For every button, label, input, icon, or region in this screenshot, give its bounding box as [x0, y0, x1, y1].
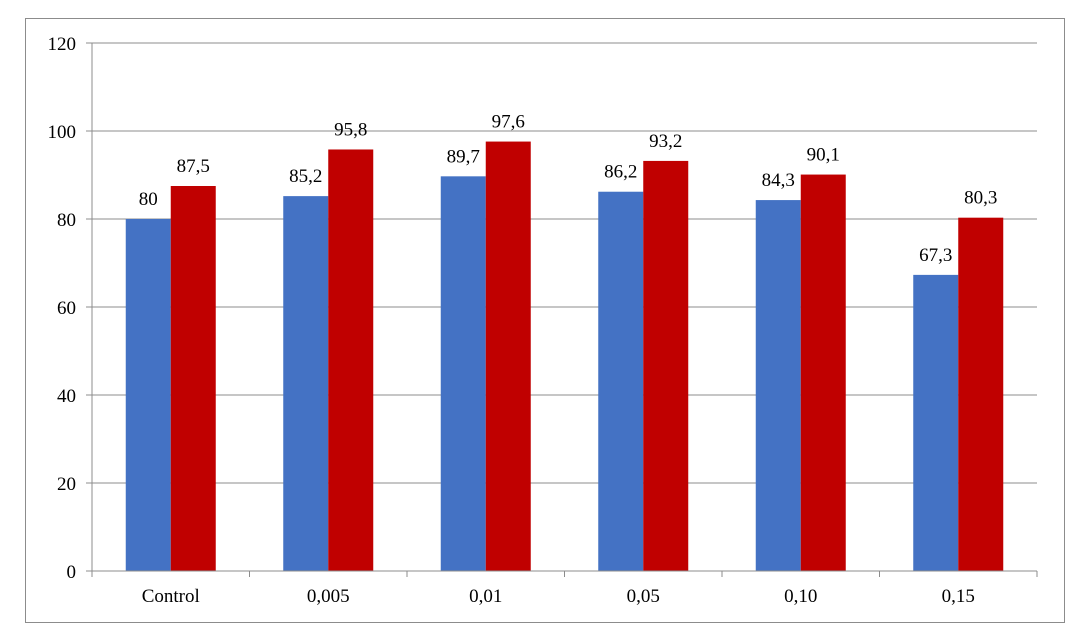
- bar: [170, 186, 216, 571]
- bar: [328, 149, 374, 572]
- data-label: 80,3: [964, 188, 997, 209]
- bar: [598, 191, 644, 571]
- x-tick-label: 0,15: [942, 586, 975, 607]
- bar: [913, 274, 959, 571]
- data-label: 67,3: [919, 245, 952, 266]
- data-label: 87,5: [177, 156, 210, 177]
- data-label: 95,8: [334, 119, 367, 140]
- x-tick-label: 0,05: [627, 586, 660, 607]
- bar: [800, 174, 846, 571]
- data-label: 89,7: [447, 146, 480, 167]
- data-label: 90,1: [807, 145, 840, 166]
- y-tick-label: 60: [57, 298, 76, 319]
- bar: [755, 200, 801, 571]
- data-label: 84,3: [762, 170, 795, 191]
- x-tick-label: 0,005: [307, 586, 350, 607]
- bars: [125, 141, 1004, 572]
- bar: [485, 141, 531, 571]
- labels: 0 20 40 60 80 100 120 Control 0,005 0,01 0,05 0,10 0…: [48, 34, 998, 607]
- data-label: 80: [139, 189, 158, 210]
- y-tick-label: 20: [57, 474, 76, 495]
- y-tick-label: 80: [57, 210, 76, 231]
- bar: [125, 219, 171, 571]
- gridlines: [92, 42, 1037, 484]
- bar: [958, 217, 1004, 571]
- data-label: 97,6: [492, 112, 525, 133]
- y-tick-label: 120: [48, 34, 77, 55]
- y-tick-label: 100: [48, 122, 77, 143]
- x-tick-label: 0,10: [784, 586, 817, 607]
- ticks: [86, 42, 1038, 577]
- data-label: 86,2: [604, 162, 637, 183]
- data-label: 85,2: [289, 166, 322, 187]
- data-label: 93,2: [649, 131, 682, 152]
- bar: [643, 160, 689, 572]
- x-tick-label: Control: [142, 586, 200, 607]
- bar: [440, 176, 486, 571]
- y-tick-label: 40: [57, 386, 76, 407]
- bar: [283, 196, 329, 571]
- y-tick-label: 0: [67, 562, 77, 583]
- x-tick-label: 0,01: [469, 586, 502, 607]
